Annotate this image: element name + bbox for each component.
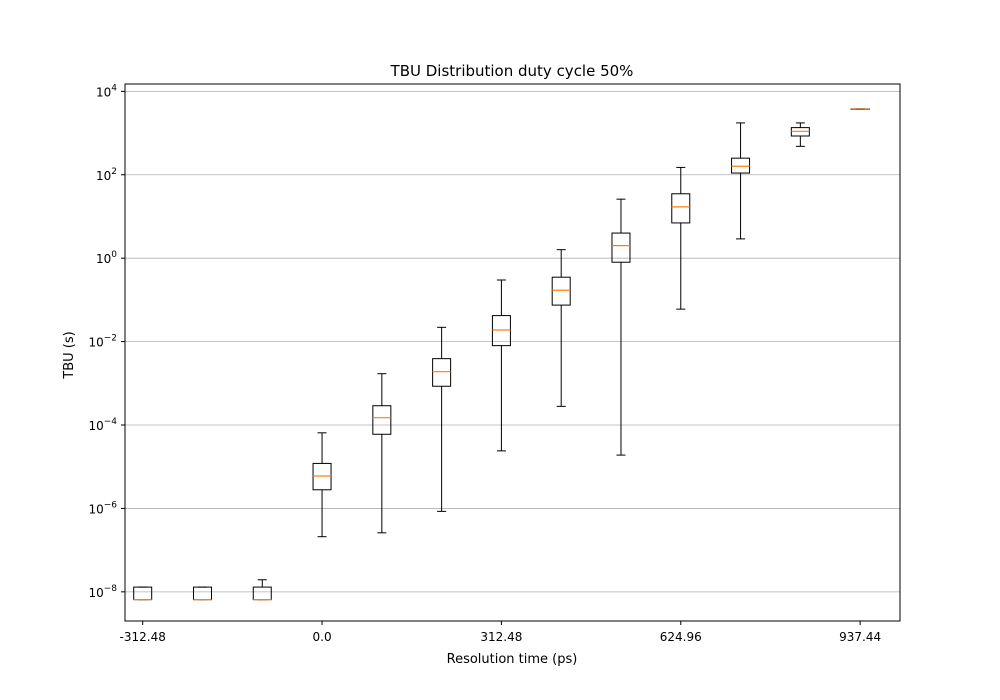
box-item [611, 198, 631, 456]
x-tick-label: 937.44 [839, 630, 881, 644]
box-item [850, 108, 870, 110]
y-tick-label: 102 [96, 167, 117, 183]
x-tick-label: 0.0 [313, 630, 332, 644]
box-iqr [731, 157, 751, 174]
box-item [252, 579, 272, 601]
y-tick-label: 104 [96, 83, 117, 99]
box-iqr [312, 462, 332, 491]
y-tick-label: 10−8 [88, 584, 117, 600]
box-item [432, 326, 452, 512]
box-iqr [611, 232, 631, 263]
box-item [312, 432, 332, 538]
box-item [671, 166, 691, 310]
box-item [790, 122, 810, 147]
plot-area-frame [124, 83, 901, 622]
box-iqr [671, 193, 691, 224]
x-axis-label: Resolution time (ps) [447, 652, 578, 667]
y-tick-label: 10−4 [88, 417, 117, 433]
y-tick-label: 100 [96, 250, 117, 266]
box-item [133, 586, 153, 601]
y-tick-label: 10−2 [88, 334, 117, 350]
box-item [372, 373, 392, 534]
box-iqr [491, 315, 511, 347]
axis-ticks: 10−8 10−6 10−4 10−2 100 102 104 -312.48 0.0 312.4… [88, 83, 881, 644]
x-tick-label: -312.48 [120, 630, 166, 644]
box-iqr [551, 276, 571, 306]
box-item [731, 122, 751, 240]
box-item [192, 586, 212, 601]
x-tick-label: 312.48 [480, 630, 522, 644]
box-iqr [432, 358, 452, 387]
grid-lines [125, 90, 900, 593]
box-item [491, 279, 511, 452]
y-tick-label: 10−6 [88, 500, 117, 516]
chart-title: TBU Distribution duty cycle 50% [390, 62, 634, 80]
box-item [551, 249, 571, 407]
box-iqr [372, 405, 392, 435]
y-axis-label: TBU (s) [62, 331, 77, 379]
x-tick-label: 624.96 [660, 630, 702, 644]
boxes [133, 108, 870, 601]
